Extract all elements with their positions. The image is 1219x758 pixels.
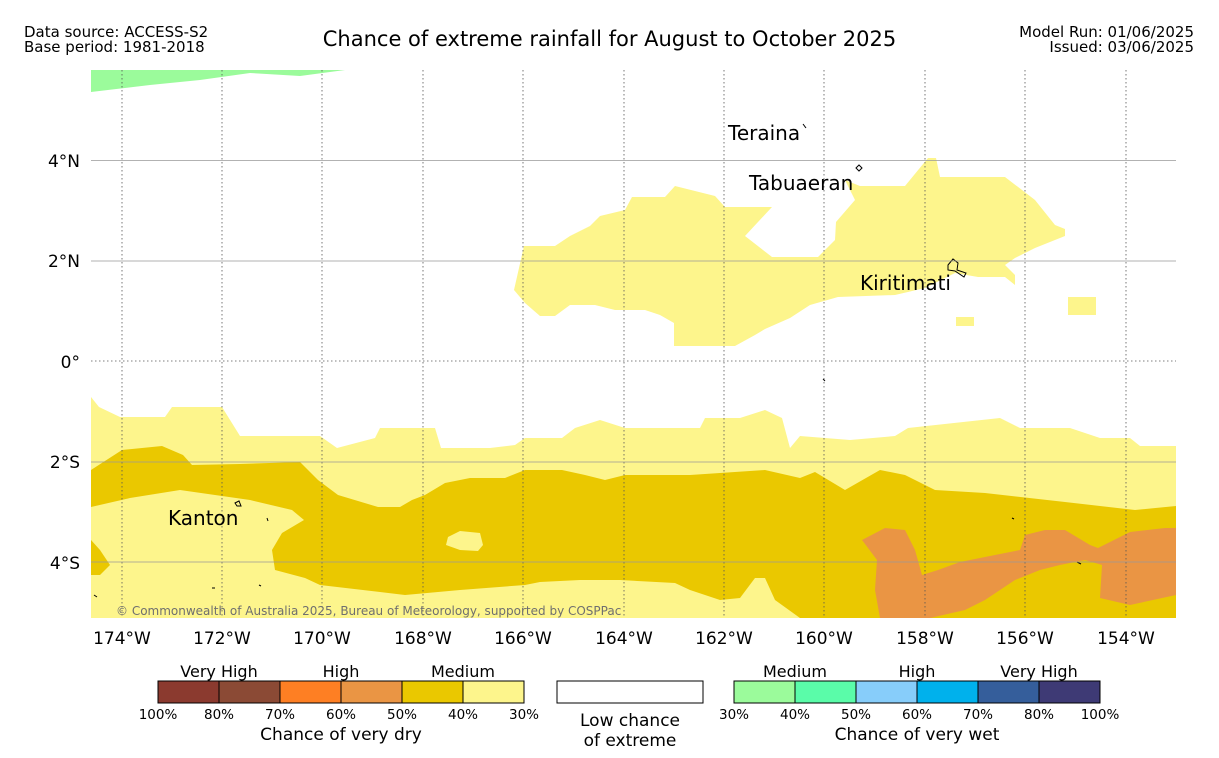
legend-low-chance-line2: of extreme <box>584 731 677 751</box>
longitude-ticks: 174°W 172°W 170°W 168°W 166°W 164°W 162°… <box>93 629 1155 649</box>
legend-dry-swatch-3 <box>279 680 342 704</box>
map-title: Chance of extreme rainfall for August to… <box>322 27 897 51</box>
lon-tick-label: 162°W <box>695 629 753 649</box>
lat-tick-label: 0° <box>61 353 80 373</box>
lon-tick-label: 174°W <box>93 629 151 649</box>
legend-wet-swatch-3 <box>855 680 918 704</box>
legend-wet-caption: Chance of very wet <box>835 725 1000 745</box>
map-plot-area: © Commonwealth of Australia 2025, Bureau… <box>91 70 1176 618</box>
legend-dry-swatch-5 <box>401 680 464 704</box>
copyright-notice: © Commonwealth of Australia 2025, Bureau… <box>116 604 621 618</box>
legend-dry-medium-label: Medium <box>431 662 495 681</box>
lon-tick-label: 164°W <box>595 629 653 649</box>
dry-high-region <box>862 528 1176 618</box>
legend-dry-swatches <box>157 680 525 704</box>
legend-very-wet: Medium High Very High 30% 40% 50% 60% 70… <box>719 662 1119 745</box>
legend-wet-tick: 40% <box>780 707 810 723</box>
lat-tick-label: 4°S <box>50 554 80 574</box>
latitude-ticks: 4°N 2°N 0° 2°S 4°S <box>48 152 80 574</box>
lon-tick-label: 154°W <box>1097 629 1155 649</box>
legend-dry-tick: 100% <box>139 707 178 723</box>
label-kiritimati: Kiritimati <box>860 271 951 295</box>
legend-dry-swatch-2 <box>218 680 281 704</box>
legend-low-chance-line1: Low chance <box>580 711 680 731</box>
model-run-label: Model Run: 01/06/2025 <box>1019 23 1194 41</box>
legend-dry-swatch-6 <box>462 680 525 704</box>
legend-low-chance-swatch <box>556 680 704 704</box>
legend-wet-tick: 50% <box>841 707 871 723</box>
lon-tick-label: 158°W <box>896 629 954 649</box>
legend-low-chance: Low chance of extreme <box>556 680 704 751</box>
graticule <box>91 70 1176 618</box>
legend-wet-swatch-2 <box>794 680 857 704</box>
legend-wet-tick: 70% <box>963 707 993 723</box>
legend-wet-high-label: High <box>899 662 936 681</box>
legend-wet-swatch-5 <box>977 680 1040 704</box>
lon-tick-label: 170°W <box>293 629 351 649</box>
legend-dry-swatch-1 <box>157 680 220 704</box>
lon-tick-label: 156°W <box>996 629 1054 649</box>
legend-dry-swatch-4 <box>340 680 403 704</box>
legend-dry-tick: 30% <box>509 707 539 723</box>
legend-wet-tick: 60% <box>902 707 932 723</box>
lon-tick-label: 160°W <box>795 629 853 649</box>
lat-tick-label: 2°S <box>50 453 80 473</box>
legend-wet-tick: 30% <box>719 707 749 723</box>
legend-wet-very-high-label: Very High <box>1000 662 1077 681</box>
data-source-label: Data source: ACCESS-S2 <box>24 23 209 41</box>
legend-wet-tick: 100% <box>1081 707 1120 723</box>
legend-dry-caption: Chance of very dry <box>260 725 422 745</box>
legend-very-dry: Very High High Medium 100% 80% 70% 60% 5… <box>139 662 539 745</box>
label-teraina: Teraina <box>727 121 800 145</box>
dry-medium-light-hole <box>446 531 483 551</box>
lon-tick-label: 166°W <box>494 629 552 649</box>
dry-medium-patch-small <box>956 317 974 326</box>
legend-wet-swatch-1 <box>733 680 796 704</box>
issued-label: Issued: 03/06/2025 <box>1049 38 1194 56</box>
legend-dry-tick: 60% <box>326 707 356 723</box>
label-tabuaeran: Tabuaeran <box>748 171 853 195</box>
base-period-label: Base period: 1981-2018 <box>24 38 205 56</box>
legend-dry-tick: 70% <box>265 707 295 723</box>
lat-tick-label: 2°N <box>48 252 80 272</box>
legend-dry-very-high-label: Very High <box>180 662 257 681</box>
legend-dry-high-label: High <box>323 662 360 681</box>
legend-wet-medium-label: Medium <box>763 662 827 681</box>
legend-wet-swatch-4 <box>916 680 979 704</box>
dry-medium-gold-patch-west <box>91 540 110 575</box>
label-kanton: Kanton <box>168 506 238 530</box>
dry-medium-region-north <box>514 158 1065 346</box>
legend-wet-swatch-6 <box>1038 680 1101 704</box>
dry-medium-patch-east-edge <box>1068 297 1096 315</box>
legend-dry-tick: 80% <box>204 707 234 723</box>
legend-dry-tick: 50% <box>387 707 417 723</box>
legend-wet-swatches <box>733 680 1101 704</box>
lon-tick-label: 172°W <box>193 629 251 649</box>
lon-tick-label: 168°W <box>394 629 452 649</box>
legend-dry-tick: 40% <box>448 707 478 723</box>
wet-medium-region <box>91 70 345 92</box>
legend-wet-tick: 80% <box>1024 707 1054 723</box>
lat-tick-label: 4°N <box>48 152 80 172</box>
island-outlines <box>93 123 1082 598</box>
